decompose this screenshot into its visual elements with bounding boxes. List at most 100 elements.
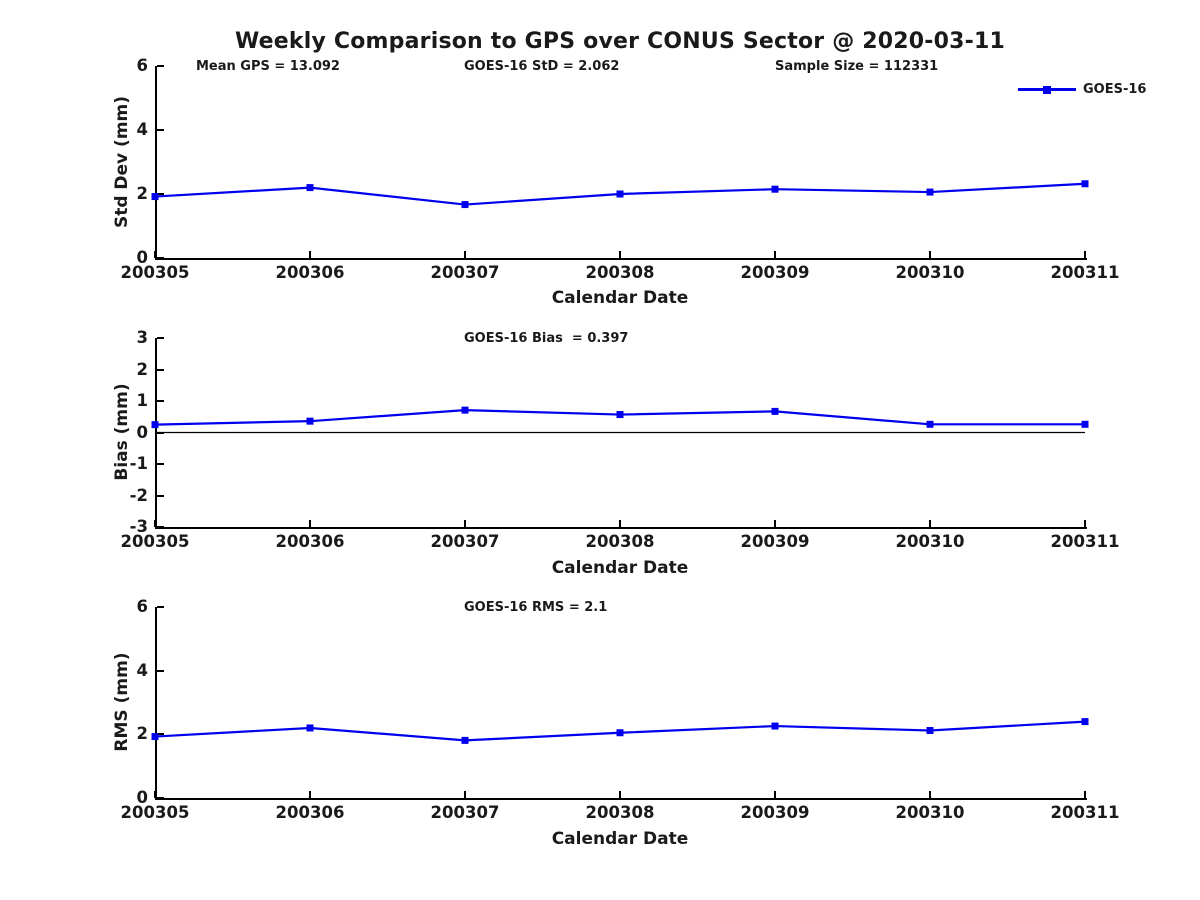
x-tick-label: 200308 — [585, 532, 655, 551]
y-tick-mark — [157, 368, 164, 371]
y-axis-line — [155, 607, 157, 800]
annotation-mean-gps: Mean GPS = 13.092 — [196, 59, 340, 74]
x-tick-label: 200307 — [430, 803, 500, 822]
y-tick-label: 6 — [136, 56, 148, 75]
data-point-marker — [771, 185, 779, 193]
y-tick-mark — [157, 337, 164, 339]
data-point-marker — [1081, 420, 1089, 428]
x-tick-mark — [1084, 251, 1086, 258]
legend-line-sample — [1018, 85, 1076, 94]
annotation-goes16-bias: GOES-16 Bias = 0.397 — [464, 331, 629, 346]
x-tick-mark — [619, 791, 621, 798]
x-tick-mark — [464, 791, 466, 798]
x-tick-mark — [774, 791, 776, 798]
x-tick-label: 200310 — [895, 532, 965, 551]
y-tick-mark — [157, 193, 164, 195]
x-tick-label: 200311 — [1050, 803, 1120, 822]
annotation-goes16-std: GOES-16 StD = 2.062 — [464, 59, 620, 74]
data-point-marker — [306, 417, 314, 425]
data-point-marker — [771, 407, 779, 415]
y-tick-label: 4 — [136, 120, 148, 139]
y-tick-mark — [157, 65, 164, 67]
x-tick-label: 200309 — [740, 532, 810, 551]
annotation-sample-size: Sample Size = 112331 — [775, 59, 939, 74]
y-tick-mark — [157, 797, 164, 799]
data-point-marker — [461, 406, 469, 414]
data-point-marker — [461, 201, 469, 209]
x-tick-mark — [154, 520, 156, 527]
data-point-marker — [306, 724, 314, 732]
x-tick-label: 200307 — [430, 532, 500, 551]
x-tick-label: 200308 — [585, 803, 655, 822]
x-tick-mark — [154, 251, 156, 258]
y-tick-mark — [157, 733, 164, 736]
data-point-marker — [1081, 718, 1089, 726]
data-point-marker — [616, 411, 624, 419]
y-tick-label: -2 — [129, 485, 148, 505]
x-tick-mark — [154, 791, 156, 798]
x-tick-label: 200309 — [740, 263, 810, 282]
y-axis-label-rms: RMS (mm) — [112, 652, 132, 752]
x-tick-mark — [309, 251, 311, 258]
data-point-marker — [151, 193, 159, 201]
y-axis-label-bias: Bias (mm) — [112, 383, 132, 481]
data-point-marker — [306, 184, 314, 192]
y-tick-mark — [157, 400, 164, 402]
data-point-marker — [926, 420, 934, 428]
x-tick-label: 200306 — [275, 263, 345, 282]
legend: GOES-16 — [1018, 82, 1146, 97]
y-tick-label: 2 — [136, 359, 148, 379]
y-tick-label: -3 — [129, 517, 148, 536]
y-tick-label: 6 — [136, 597, 148, 616]
x-tick-mark — [929, 791, 931, 798]
x-tick-mark — [929, 520, 931, 527]
data-point-marker — [771, 722, 779, 730]
y-tick-label: -1 — [129, 454, 148, 473]
x-axis-label-calendar-date: Calendar Date — [551, 558, 689, 578]
x-axis-line — [155, 798, 1087, 800]
y-tick-label: 0 — [136, 788, 148, 807]
data-point-marker — [926, 188, 934, 196]
y-tick-mark — [157, 129, 164, 131]
x-axis-line — [155, 527, 1087, 529]
x-tick-mark — [774, 251, 776, 258]
x-tick-label: 200306 — [275, 532, 345, 551]
x-tick-mark — [619, 520, 621, 527]
data-point-marker — [151, 733, 159, 741]
y-tick-mark — [157, 431, 164, 434]
data-point-marker — [1081, 180, 1089, 188]
y-tick-label: 2 — [136, 184, 148, 203]
x-axis-line — [155, 258, 1087, 260]
x-axis-label-calendar-date: Calendar Date — [551, 829, 689, 849]
series-line — [154, 182, 1086, 206]
series-line — [154, 720, 1086, 742]
x-tick-mark — [619, 251, 621, 258]
x-tick-label: 200310 — [895, 263, 965, 282]
x-tick-mark — [1084, 520, 1086, 527]
y-tick-label: 2 — [136, 724, 148, 744]
x-tick-label: 200309 — [740, 803, 810, 822]
y-tick-label: 4 — [136, 660, 148, 680]
y-tick-label: 0 — [136, 248, 148, 267]
data-point-marker — [926, 727, 934, 735]
x-tick-mark — [929, 251, 931, 258]
y-tick-mark — [157, 669, 164, 672]
x-tick-mark — [1084, 791, 1086, 798]
series-line — [154, 409, 1085, 426]
y-tick-label: 1 — [136, 391, 148, 410]
data-point-marker — [151, 421, 159, 429]
figure-title: Weekly Comparison to GPS over CONUS Sect… — [234, 29, 1005, 54]
x-tick-label: 200308 — [585, 263, 655, 282]
x-tick-label: 200307 — [430, 263, 500, 282]
x-tick-mark — [464, 251, 466, 258]
x-tick-mark — [464, 520, 466, 527]
x-tick-label: 200305 — [120, 263, 190, 282]
y-axis-label-std-dev: Std Dev (mm) — [112, 95, 132, 229]
x-tick-mark — [309, 791, 311, 798]
y-tick-mark — [157, 463, 164, 465]
y-tick-mark — [157, 494, 164, 497]
